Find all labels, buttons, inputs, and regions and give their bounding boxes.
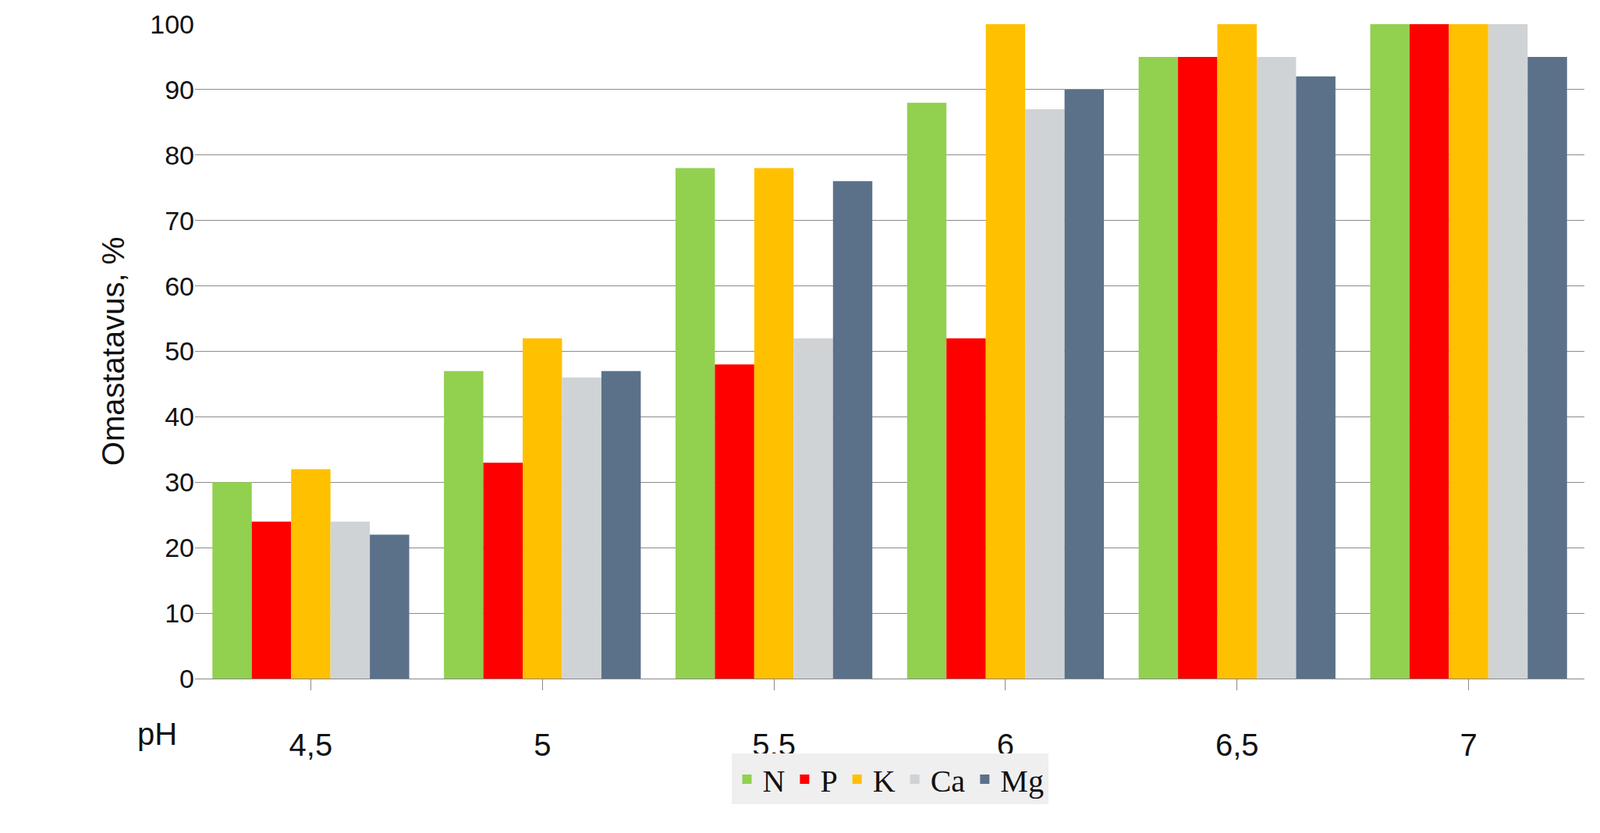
- svg-text:90: 90: [164, 74, 195, 105]
- svg-text:80: 80: [164, 140, 195, 171]
- svg-text:P: P: [819, 763, 838, 799]
- svg-text:10: 10: [164, 598, 195, 628]
- svg-text:N: N: [762, 763, 786, 799]
- svg-text:6: 6: [996, 727, 1015, 763]
- svg-text:Omastatavus, %: Omastatavus, %: [95, 237, 131, 466]
- svg-text:6,5: 6,5: [1215, 727, 1260, 763]
- svg-text:70: 70: [164, 205, 195, 236]
- svg-text:100: 100: [149, 9, 195, 40]
- svg-text:K: K: [872, 763, 896, 799]
- svg-text:60: 60: [164, 271, 195, 302]
- svg-text:30: 30: [164, 467, 195, 497]
- svg-text:Ca: Ca: [930, 763, 966, 799]
- svg-text:Mg: Mg: [1000, 763, 1044, 799]
- svg-text:7: 7: [1459, 727, 1477, 763]
- svg-text:40: 40: [164, 401, 195, 432]
- svg-text:50: 50: [164, 336, 195, 366]
- svg-text:4,5: 4,5: [289, 727, 334, 763]
- svg-text:20: 20: [164, 532, 195, 563]
- svg-text:0: 0: [179, 663, 195, 694]
- svg-text:5: 5: [533, 727, 551, 763]
- svg-text:pH: pH: [137, 716, 178, 752]
- svg-text:5,5: 5,5: [752, 727, 796, 763]
